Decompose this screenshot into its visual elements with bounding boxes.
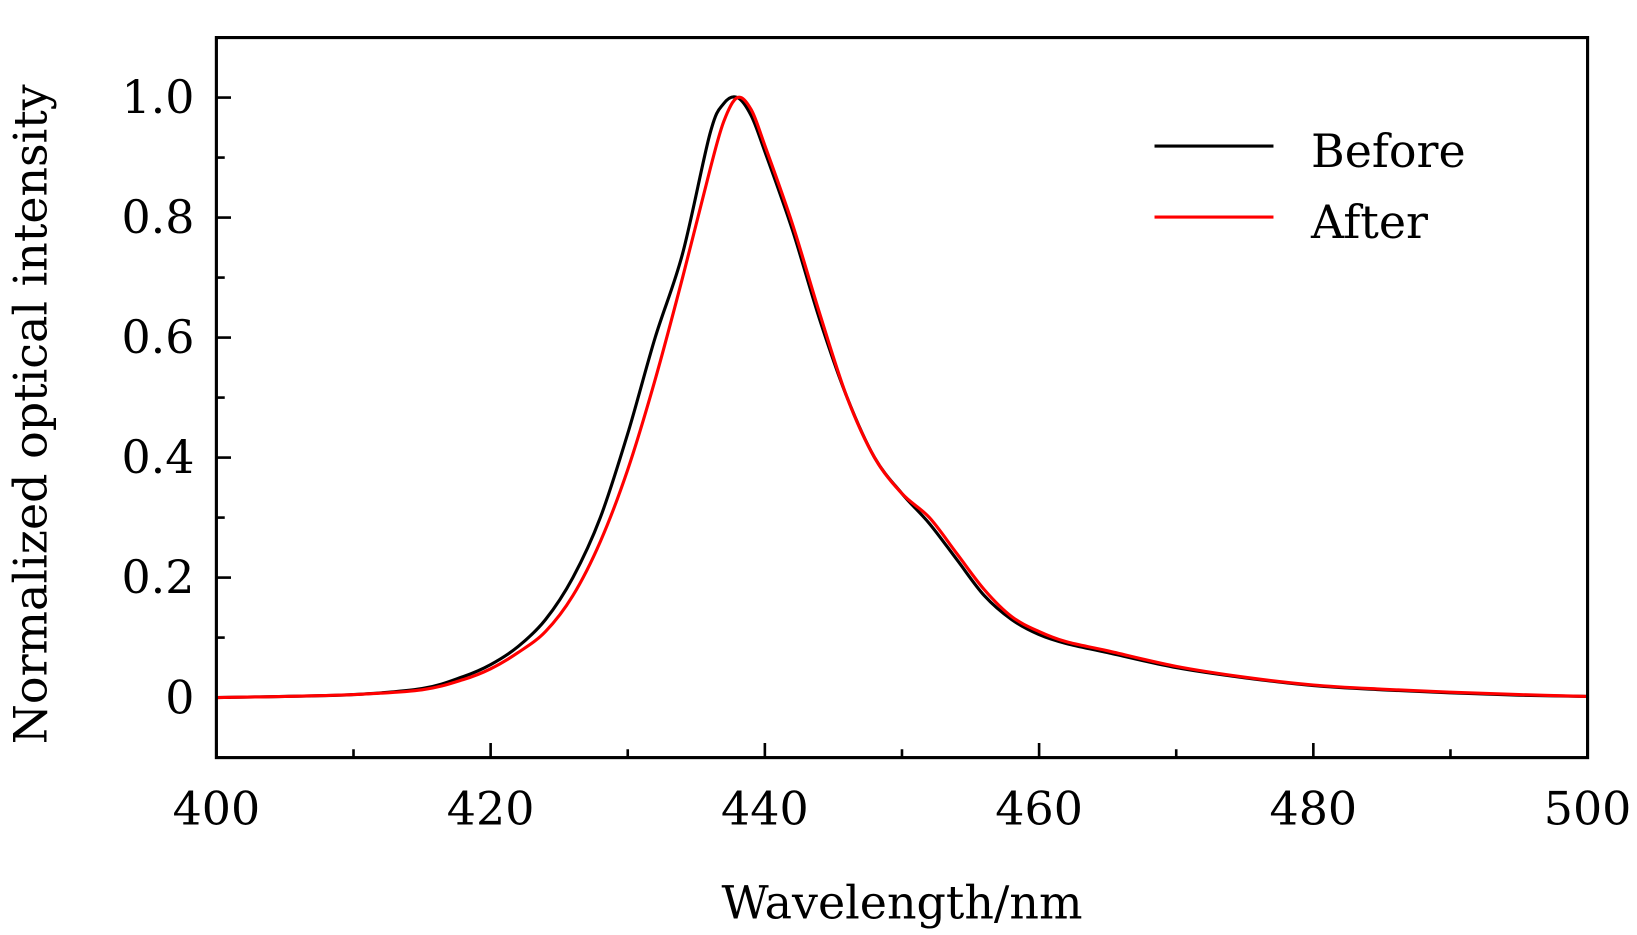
- legend-label-before: Before: [1311, 124, 1466, 178]
- y-tick-label: 0: [165, 670, 194, 724]
- x-tick-labels: 400 420 440 460 480 500: [173, 781, 1632, 835]
- x-tick-label: 440: [721, 781, 809, 835]
- series-lines: [216, 95, 1588, 700]
- y-tick-label: 0.2: [121, 550, 194, 604]
- x-tick-label: 500: [1544, 781, 1632, 835]
- y-tick-labels: 0 0.2 0.4 0.6 0.8 1.0: [121, 70, 194, 724]
- x-axis-label: Wavelength/nm: [721, 875, 1082, 929]
- series-line-after: [216, 95, 1588, 700]
- plot-frame: [214, 36, 1590, 760]
- series-line-before: [216, 95, 1588, 700]
- y-tick-label: 1.0: [121, 70, 194, 124]
- x-tick-label: 400: [173, 781, 261, 835]
- legend-label-after: After: [1310, 195, 1428, 249]
- y-tick-label: 0.8: [121, 190, 194, 244]
- x-tick-label: 420: [447, 781, 535, 835]
- x-tick-label: 460: [995, 781, 1083, 835]
- y-tick-label: 0.6: [121, 310, 194, 364]
- legend: Before After: [1154, 124, 1466, 249]
- y-axis-label: Normalized optical intensity: [3, 84, 57, 744]
- x-tick-label: 480: [1270, 781, 1358, 835]
- y-tick-label: 0.4: [121, 430, 194, 484]
